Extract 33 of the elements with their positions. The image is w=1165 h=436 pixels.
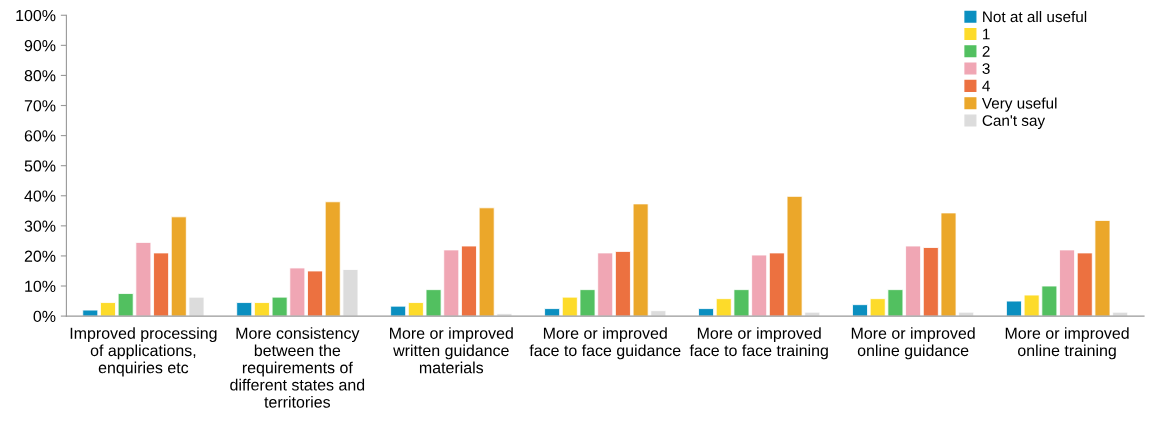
x-tick-label: More or improved face to face training — [689, 327, 828, 360]
bar — [698, 308, 714, 317]
x-tick-label: More consistency between the requirements of different states and territories — [230, 327, 365, 408]
legend-label: Can't say — [982, 115, 1046, 129]
legend-label: 2 — [982, 45, 990, 57]
y-tick-label: 0% — [33, 310, 56, 323]
bar — [544, 308, 561, 317]
bar — [100, 302, 116, 317]
y-tick-label: 20% — [24, 250, 56, 262]
y-tick-label: 30% — [24, 220, 56, 232]
y-tick-label: 40% — [24, 190, 56, 202]
legend-label: 3 — [982, 63, 990, 75]
y-tick-label: 100% — [16, 9, 56, 22]
bar — [852, 304, 868, 317]
y-tick-label: 70% — [24, 100, 56, 112]
y-tick-label: 10% — [25, 280, 56, 292]
legend-label: Not at all useful — [983, 10, 1087, 23]
y-tick-label: 60% — [24, 130, 56, 142]
bar — [236, 302, 253, 317]
y-tick-label: 90% — [24, 39, 56, 52]
x-tick-label: Improved processing of applications, enquiries etc — [70, 327, 217, 377]
bar — [461, 245, 477, 317]
y-tick-label: 80% — [24, 70, 56, 82]
bar — [82, 309, 99, 317]
x-tick-label: More or improved online training — [1005, 327, 1129, 360]
y-tick-label: 50% — [24, 160, 56, 172]
x-tick-label: More or improved online guidance — [851, 327, 975, 360]
bar — [307, 270, 323, 317]
legend-label: Very useful — [981, 97, 1057, 112]
x-tick-label: More or improved face to face guidance — [529, 327, 681, 360]
x-tick-label: More or improved written guidance materials — [390, 327, 513, 374]
legend-label: 4 — [982, 80, 990, 92]
legend-label: 1 — [983, 28, 990, 40]
